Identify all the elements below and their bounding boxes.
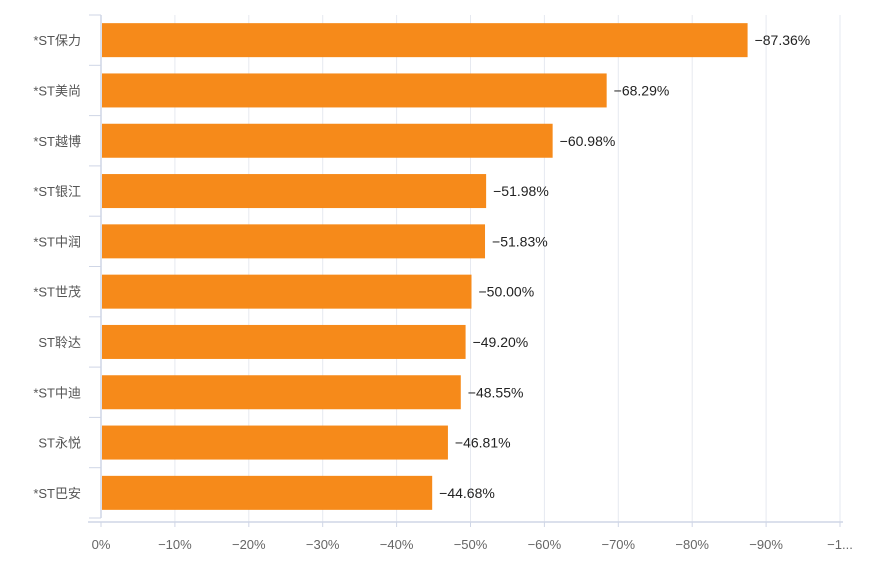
category-label: *ST中迪 xyxy=(33,385,81,400)
category-label: *ST中润 xyxy=(33,234,81,249)
bar xyxy=(102,174,487,209)
value-label: −46.81% xyxy=(455,435,511,451)
category-label: *ST保力 xyxy=(33,33,81,48)
value-label: −87.36% xyxy=(755,32,811,48)
value-label: −68.29% xyxy=(614,82,670,98)
x-tick-label: −20% xyxy=(232,537,266,552)
x-tick-label: −50% xyxy=(454,537,488,552)
bar xyxy=(102,73,607,108)
value-label: −51.98% xyxy=(493,183,549,199)
x-tick-label: −60% xyxy=(528,537,562,552)
x-tick-label: −90% xyxy=(749,537,783,552)
bar xyxy=(102,425,448,460)
category-label: *ST越博 xyxy=(33,134,81,149)
x-tick-label: −10% xyxy=(158,537,192,552)
x-tick-label: −40% xyxy=(380,537,414,552)
x-tick-label: −1... xyxy=(827,537,853,552)
x-tick-label: 0% xyxy=(92,537,111,552)
category-label: *ST巴安 xyxy=(33,486,81,501)
category-label: *ST美尚 xyxy=(33,83,81,98)
x-tick-label: −80% xyxy=(675,537,709,552)
value-label: −50.00% xyxy=(479,284,535,300)
bar xyxy=(102,23,748,58)
bar xyxy=(102,324,466,359)
value-label: −49.20% xyxy=(473,334,529,350)
bar xyxy=(102,475,433,510)
category-label: ST永悦 xyxy=(38,436,81,451)
value-label: −60.98% xyxy=(560,133,616,149)
value-label: −51.83% xyxy=(492,233,548,249)
x-tick-label: −30% xyxy=(306,537,340,552)
category-label: *ST世茂 xyxy=(33,285,81,300)
category-label: *ST银江 xyxy=(33,184,81,199)
bar xyxy=(102,224,486,259)
bar xyxy=(102,375,461,410)
value-label: −48.55% xyxy=(468,384,524,400)
category-label: ST聆达 xyxy=(38,335,81,350)
bar xyxy=(102,274,472,309)
x-tick-label: −70% xyxy=(601,537,635,552)
value-label: −44.68% xyxy=(439,485,495,501)
bar xyxy=(102,123,553,158)
